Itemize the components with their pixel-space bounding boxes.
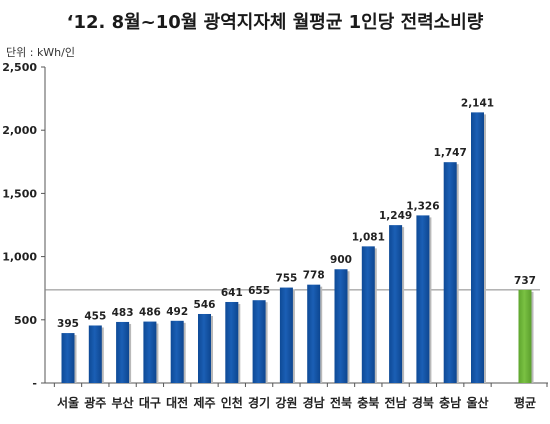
category-label: 서울	[57, 395, 79, 410]
category-label: 전북	[330, 395, 352, 410]
bar-강원	[279, 287, 293, 383]
bar-충북	[361, 246, 375, 383]
data-label: 492	[166, 306, 188, 318]
bar-서울	[61, 333, 75, 383]
y-tick-label: 1,000	[2, 251, 37, 264]
bar-경북	[416, 215, 430, 383]
bar-평균	[518, 289, 532, 383]
bar-전북	[334, 269, 348, 383]
y-tick-label: 1,500	[2, 187, 37, 200]
category-label: 강원	[275, 396, 297, 410]
category-label: 경남	[303, 395, 325, 410]
bar-대구	[143, 321, 157, 383]
y-tick-label: 2,500	[2, 61, 37, 74]
category-label: 대전	[166, 395, 188, 410]
data-label: 641	[221, 287, 243, 299]
bar-부산	[116, 321, 130, 383]
bar-광주	[88, 325, 102, 383]
bar-충남	[443, 162, 457, 383]
data-label: 1,326	[406, 200, 439, 212]
category-label: 경기	[248, 395, 270, 410]
category-label: 경북	[412, 396, 434, 410]
bar-제주	[198, 313, 211, 383]
data-label: 1,249	[379, 210, 412, 222]
category-label: 대구	[139, 396, 161, 410]
data-label: 737	[514, 275, 536, 287]
data-label: 755	[275, 273, 297, 285]
bar-경남	[307, 284, 321, 383]
data-label: 2,141	[461, 97, 494, 109]
data-label: 395	[57, 318, 79, 330]
bar-경기	[252, 300, 266, 383]
data-label: 1,081	[352, 231, 385, 243]
data-label: 546	[194, 299, 216, 311]
y-tick-label: 500	[14, 314, 37, 327]
category-label: 인천	[221, 395, 243, 410]
data-label: 1,747	[434, 147, 467, 159]
chart-title: ‘12. 8월~10월 광역지자체 월평균 1인당 전력소비량	[66, 12, 484, 33]
bar-인천	[225, 301, 239, 383]
unit-label: 단위 : kWh/인	[6, 46, 75, 59]
data-label: 900	[330, 254, 352, 266]
category-label: 충남	[439, 395, 461, 410]
bar-울산	[471, 112, 484, 384]
bar-전남	[389, 225, 403, 383]
category-label: 부산	[112, 395, 134, 410]
data-label: 486	[139, 307, 161, 319]
data-label: 778	[303, 270, 325, 282]
category-label: 제주	[193, 396, 215, 410]
category-label: 충북	[357, 395, 379, 410]
category-label: 울산	[466, 395, 488, 410]
data-label: 455	[84, 310, 106, 322]
data-label: 655	[248, 285, 270, 297]
data-label: 483	[112, 307, 134, 319]
category-label: 광주	[84, 395, 106, 410]
y-tick-label: -	[32, 377, 37, 390]
category-label: 전남	[385, 395, 407, 410]
category-label: 평균	[514, 396, 536, 410]
bar-대전	[170, 320, 184, 383]
y-tick-label: 2,000	[2, 124, 37, 137]
